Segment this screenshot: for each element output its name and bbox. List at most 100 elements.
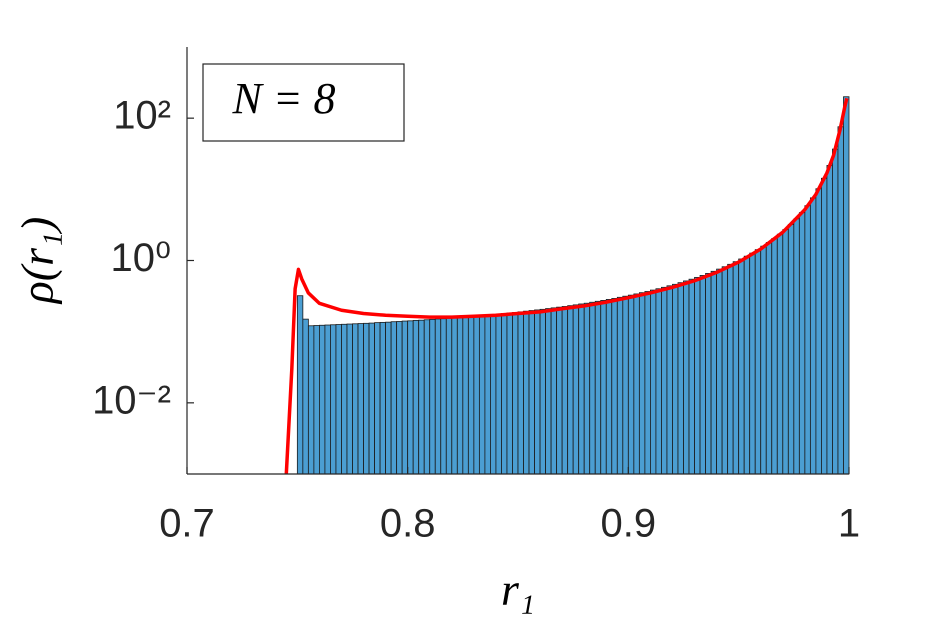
- plot-area: [186, 47, 850, 475]
- histogram-bar: [782, 229, 789, 475]
- histogram-bar: [627, 294, 635, 475]
- histogram-bar: [313, 325, 320, 475]
- histogram-bar: [798, 212, 806, 475]
- histogram-bar: [434, 318, 442, 475]
- histogram-bar: [302, 318, 309, 475]
- histogram-bar: [765, 242, 773, 475]
- histogram-bar: [605, 299, 613, 475]
- histogram-bar: [490, 314, 497, 475]
- histogram-bar: [412, 319, 420, 475]
- histogram-bar: [357, 323, 364, 475]
- histogram-bar: [467, 316, 475, 475]
- histogram-bar: [793, 218, 800, 475]
- histogram-bar: [727, 263, 734, 475]
- histogram-bar: [809, 197, 817, 475]
- histogram-bar: [456, 316, 464, 475]
- histogram-bar: [644, 291, 651, 475]
- histogram-bar: [352, 323, 359, 475]
- histogram-bar: [776, 233, 784, 475]
- histogram-bar: [572, 304, 580, 475]
- histogram-bar: [826, 164, 833, 475]
- histogram-bar: [721, 266, 729, 475]
- histogram-bar: [771, 238, 778, 475]
- histogram-bar: [589, 301, 596, 475]
- histogram-bar: [760, 245, 767, 475]
- histogram-bar: [296, 295, 304, 475]
- histogram-bar: [661, 286, 668, 475]
- histogram-bar: [837, 126, 844, 475]
- histogram-bar: [534, 309, 541, 475]
- histogram-bar: [787, 224, 795, 475]
- histogram-bar: [401, 320, 409, 475]
- x-tick-label: 0.9: [601, 502, 657, 546]
- histogram-bar: [749, 252, 756, 475]
- histogram-bar: [495, 313, 502, 475]
- histogram-bar: [451, 317, 458, 475]
- histogram-bar: [429, 318, 436, 475]
- histogram-bar: [716, 268, 723, 475]
- histogram-bar: [528, 310, 535, 475]
- histogram-bar: [363, 322, 370, 475]
- histogram-bar: [307, 325, 315, 475]
- histogram-bar: [732, 261, 740, 475]
- histogram-bar: [832, 148, 839, 475]
- histogram-bar: [523, 310, 530, 475]
- x-tick-label: 0.8: [380, 502, 436, 546]
- histogram-bar: [506, 312, 513, 475]
- histogram-bar: [611, 298, 618, 475]
- histogram-bar: [677, 282, 684, 475]
- histogram-bar: [650, 289, 657, 475]
- histogram-bar: [556, 306, 563, 475]
- histogram-bar: [512, 312, 519, 475]
- histogram-bar: [368, 322, 375, 475]
- histogram-bar: [550, 307, 558, 475]
- histogram-bar: [379, 321, 387, 475]
- histogram-bar: [738, 258, 745, 475]
- histogram-bar: [545, 308, 552, 475]
- legend-box: [202, 63, 405, 142]
- histogram-bar: [743, 255, 751, 475]
- y-tick-label: 10²: [113, 94, 171, 138]
- histogram-bar: [390, 321, 398, 475]
- histogram-bar: [484, 314, 491, 475]
- histogram-bar: [710, 270, 717, 475]
- histogram-bar: [622, 295, 629, 475]
- histogram-bar: [385, 321, 392, 475]
- histogram-bar: [330, 324, 337, 475]
- histogram-bar: [561, 306, 569, 475]
- histogram-bar: [335, 324, 342, 475]
- histogram-bar: [341, 323, 348, 475]
- histogram-bar: [804, 205, 811, 475]
- annotation: N = 8: [231, 74, 335, 123]
- histogram-bar: [418, 319, 425, 475]
- density-curve: [284, 97, 849, 475]
- histogram-bar: [583, 302, 591, 475]
- histogram-bar: [578, 303, 585, 475]
- histogram-bar: [440, 318, 447, 475]
- y-tick-label: 10⁻²: [92, 378, 171, 422]
- histogram-bar: [754, 249, 762, 475]
- y-tick-label: 10⁰: [110, 236, 171, 280]
- histogram-bar: [517, 311, 524, 475]
- histogram-bar: [324, 324, 331, 475]
- y-axis-label: ρ(r₁): [12, 217, 63, 306]
- histogram-bar: [672, 283, 679, 475]
- histogram-bar: [478, 315, 486, 475]
- x-tick-label: 1: [838, 502, 860, 546]
- histogram-bar: [501, 313, 508, 475]
- histogram-bar: [567, 305, 574, 475]
- histogram-bar: [473, 315, 480, 475]
- x-tick-label: 0.7: [159, 502, 215, 546]
- histogram-bar: [705, 273, 712, 475]
- histogram-bar: [346, 323, 353, 475]
- histogram-bar: [407, 320, 414, 475]
- histogram-bar: [396, 321, 403, 475]
- histogram-bar: [843, 96, 850, 475]
- histogram-bar: [423, 319, 431, 475]
- histogram-bar: [815, 188, 822, 475]
- histogram-bar: [445, 317, 453, 475]
- histogram-bar: [318, 324, 326, 475]
- histogram-bar: [462, 316, 469, 475]
- histogram-bar: [699, 275, 706, 475]
